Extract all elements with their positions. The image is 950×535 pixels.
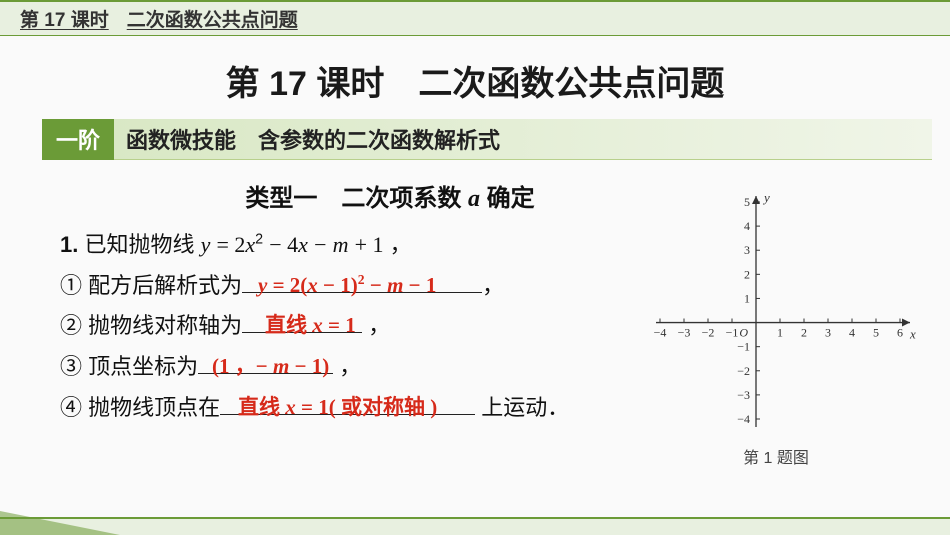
header-lesson: 第 17 课时	[20, 5, 109, 32]
svg-text:−2: −2	[737, 364, 750, 378]
graph-box: −4 −3 −2 −1 1 2 3 4 5 6 −4 −3 −2 −1 1 2 3 4 5 Ox y 第 1 题图	[636, 190, 916, 468]
type-title-suffix: 确定	[480, 185, 535, 212]
subheader-bar: 一阶 函数微技能 含参数的二次函数解析式	[0, 119, 932, 160]
svg-text:2: 2	[744, 267, 750, 281]
svg-text:−3: −3	[737, 388, 750, 402]
svg-text:x: x	[909, 327, 916, 342]
footer-accent	[0, 517, 950, 535]
q3-label: ③ 顶点坐标为	[60, 354, 198, 379]
stem-number: 1.	[60, 232, 78, 257]
svg-text:6: 6	[897, 326, 903, 340]
svg-text:4: 4	[744, 219, 750, 233]
q4-label: ④ 抛物线顶点在	[60, 395, 220, 420]
graph-caption: 第 1 题图	[636, 444, 916, 468]
svg-text:−1: −1	[726, 326, 739, 340]
svg-text:5: 5	[744, 195, 750, 209]
q2-tail: ，	[362, 313, 390, 338]
q4-answer: 直线 x = 1( 或对称轴 )	[238, 388, 437, 427]
stem-text: 已知抛物线	[78, 232, 200, 257]
svg-text:O: O	[739, 326, 748, 340]
type-title-prefix: 类型一 二次项系数	[245, 185, 468, 212]
svg-text:3: 3	[744, 243, 750, 257]
q1-label: ① 配方后解析式为	[60, 273, 242, 298]
q4-tail: 上运动．	[475, 395, 569, 420]
stem-equation: y = 2x2 − 4x − m + 1	[201, 232, 384, 257]
stem-tail: ，	[384, 232, 412, 257]
q2-label: ② 抛物线对称轴为	[60, 313, 242, 338]
header-topic: 二次函数公共点问题	[127, 5, 298, 32]
svg-text:−4: −4	[737, 412, 750, 426]
svg-text:y: y	[762, 190, 770, 205]
svg-text:2: 2	[801, 326, 807, 340]
svg-text:−1: −1	[737, 340, 750, 354]
header-bar: 第 17 课时 二次函数公共点问题	[0, 0, 950, 36]
type-title-var: a	[468, 186, 480, 212]
svg-text:5: 5	[873, 326, 879, 340]
svg-text:−4: −4	[654, 326, 667, 340]
q1-answer: y = 2(x − 1)2 − m − 1	[258, 266, 436, 305]
page-title: 第 17 课时 二次函数公共点问题	[0, 56, 950, 105]
skill-label: 函数微技能 含参数的二次函数解析式	[114, 119, 932, 160]
svg-text:1: 1	[777, 326, 783, 340]
svg-text:1: 1	[744, 291, 750, 305]
q3-answer: (1 ，− m − 1)	[212, 347, 329, 386]
svg-text:4: 4	[849, 326, 855, 340]
stage-badge: 一阶	[42, 119, 114, 160]
q1-comma: ，	[482, 273, 504, 298]
svg-text:−2: −2	[702, 326, 715, 340]
svg-text:−3: −3	[678, 326, 691, 340]
q2-answer: 直线 x = 1	[265, 306, 356, 345]
svg-text:3: 3	[825, 326, 831, 340]
coordinate-axes: −4 −3 −2 −1 1 2 3 4 5 6 −4 −3 −2 −1 1 2 3 4 5 Ox y	[636, 190, 916, 435]
q3-tail: ，	[333, 354, 361, 379]
